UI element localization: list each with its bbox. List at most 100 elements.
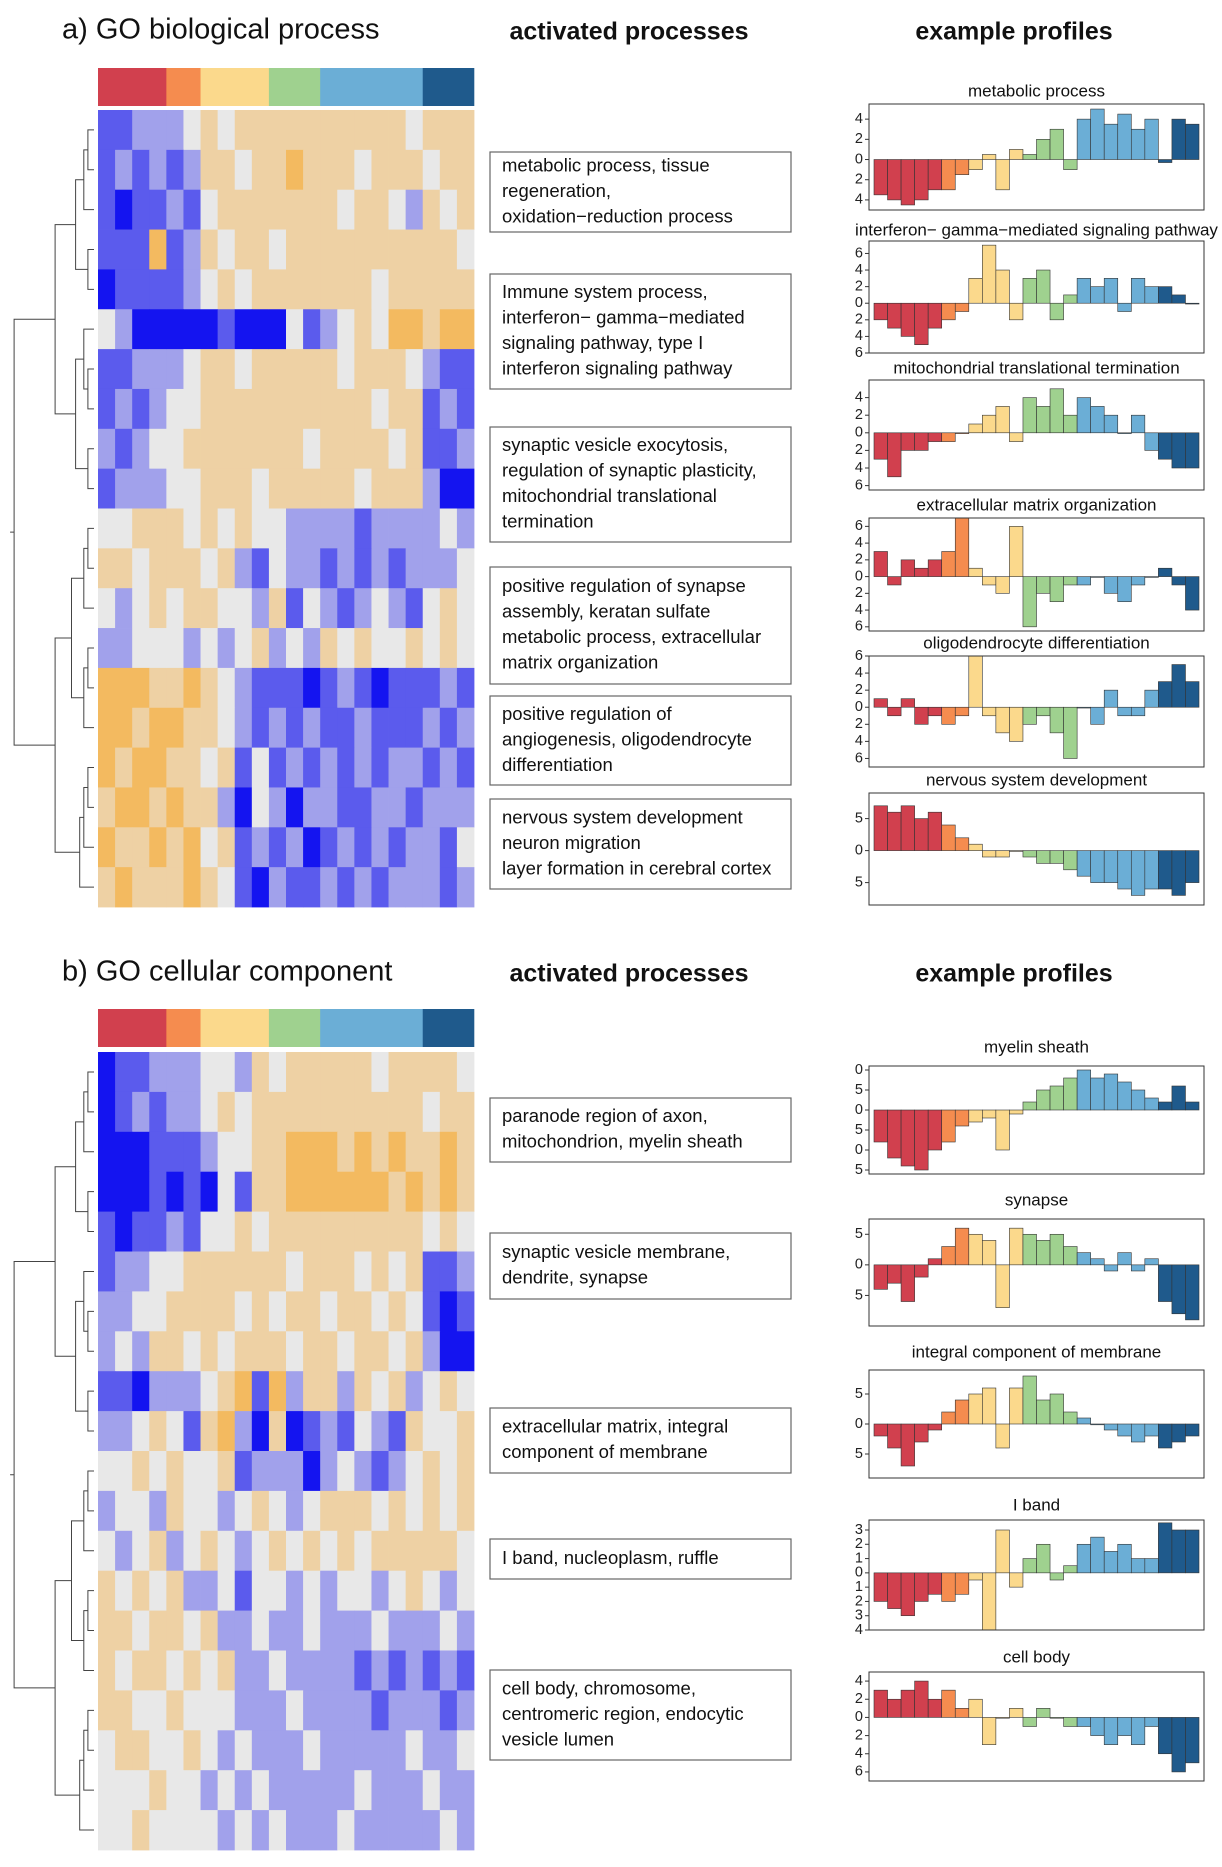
heatmap-cell [132,1690,150,1731]
heatmap-cell [200,1530,219,1572]
process-text: vesicle lumen [502,1728,614,1749]
heatmap-cell [388,1211,407,1252]
y-tick-label: 2 [855,1727,863,1743]
heatmap-cell [303,1490,321,1532]
heatmap-cell [251,827,270,868]
heatmap-cell [371,110,389,151]
heatmap-cell [166,428,184,470]
bar [982,1572,997,1631]
heatmap-cell [286,1490,304,1532]
heatmap-cell [268,1530,287,1572]
bar [968,1109,983,1123]
heatmap-cell [132,628,150,669]
group-strip [166,68,201,106]
heatmap-cell [337,867,355,908]
heatmap-cell [98,1530,116,1572]
heatmap-cell [200,707,219,748]
heatmap-cell [200,189,219,230]
bar [1063,294,1078,304]
heatmap-cell [183,149,201,191]
process-text: assembly, keratan sulfate [502,601,710,622]
bar [995,1264,1010,1308]
heatmap-cell [354,1371,372,1412]
heatmap-cell [286,1570,304,1611]
heatmap-cell [115,149,133,191]
bar [887,1264,902,1284]
heatmap-cell [371,1570,389,1611]
heatmap-cell [354,1690,372,1731]
heatmap-cell [456,428,475,470]
heatmap-cell [456,1770,475,1811]
heatmap-cell [320,1690,338,1731]
heatmap-cell [149,1570,167,1611]
profile-title: interferon− gamma−mediated signaling pat… [855,220,1218,239]
bar [1185,123,1200,160]
heatmap-cell [337,1451,355,1492]
heatmap-cell [166,1091,184,1133]
heatmap-cell [217,388,236,430]
heatmap-cell [217,269,236,310]
heatmap-cell [132,1052,150,1093]
bar [1185,302,1200,305]
heatmap-cell [422,1411,441,1452]
bar [941,159,956,191]
heatmap-cell [286,1690,304,1731]
y-tick-label: 4 [855,262,863,278]
y-tick-label: 0 [855,1257,863,1273]
heatmap-cell [337,349,355,390]
heatmap-cell [439,388,458,430]
y-tick-label: 6 [855,518,863,534]
heatmap-cell [234,229,253,270]
heatmap-cell [251,269,270,310]
heatmap-cell [303,1690,321,1731]
process-text: synaptic vesicle membrane, [502,1241,730,1262]
heatmap-cell [286,1451,304,1492]
heatmap-cell [217,867,236,908]
bar [1076,1417,1091,1425]
heatmap-cell [183,1131,201,1173]
heatmap-cell [286,1091,304,1133]
bar [1009,526,1024,577]
heatmap-cell [166,1690,184,1731]
process-text: mitochondrial translational [502,485,717,506]
bar [1171,576,1186,586]
bar [1185,1101,1200,1111]
heatmap-cell [439,827,458,868]
heatmap-cell [251,1131,270,1173]
bar [900,1109,915,1167]
process-text: angiogenesis, oligodendrocyte [502,728,752,749]
heatmap-cell [439,1291,458,1332]
heatmap-cell [456,1171,475,1212]
heatmap-cell [405,1251,424,1292]
heatmap-cell [337,1650,355,1691]
bar [1185,1423,1200,1437]
heatmap-cell [354,1131,372,1173]
heatmap-cell [132,1211,150,1252]
bar [1022,397,1037,434]
heatmap-cell [286,1131,304,1173]
heatmap-cell [115,1650,133,1691]
bar [1090,1423,1105,1426]
panel-title: a) GO biological process [62,14,380,46]
bar [1117,1252,1132,1266]
y-tick-label: 4 [855,192,863,208]
heatmap-cell [183,309,201,350]
bar [927,432,943,442]
heatmap-cell [371,1610,389,1651]
heatmap-cell [354,548,372,589]
heatmap-cell [183,229,201,270]
y-tick-label: 2 [855,131,863,147]
plot-frame [868,655,1205,768]
heatmap-cell [320,349,338,390]
bar [1130,1264,1146,1272]
heatmap-cell [115,1331,133,1372]
heatmap-cell [337,787,355,828]
heatmap-cell [354,468,372,509]
process-text: interferon− gamma−mediated [502,307,745,328]
heatmap-cell [303,309,321,350]
heatmap-cell [98,588,116,629]
heatmap-cell [422,548,441,589]
heatmap-cell [132,747,150,788]
heatmap-cell [183,110,201,151]
heatmap-cell [422,588,441,629]
